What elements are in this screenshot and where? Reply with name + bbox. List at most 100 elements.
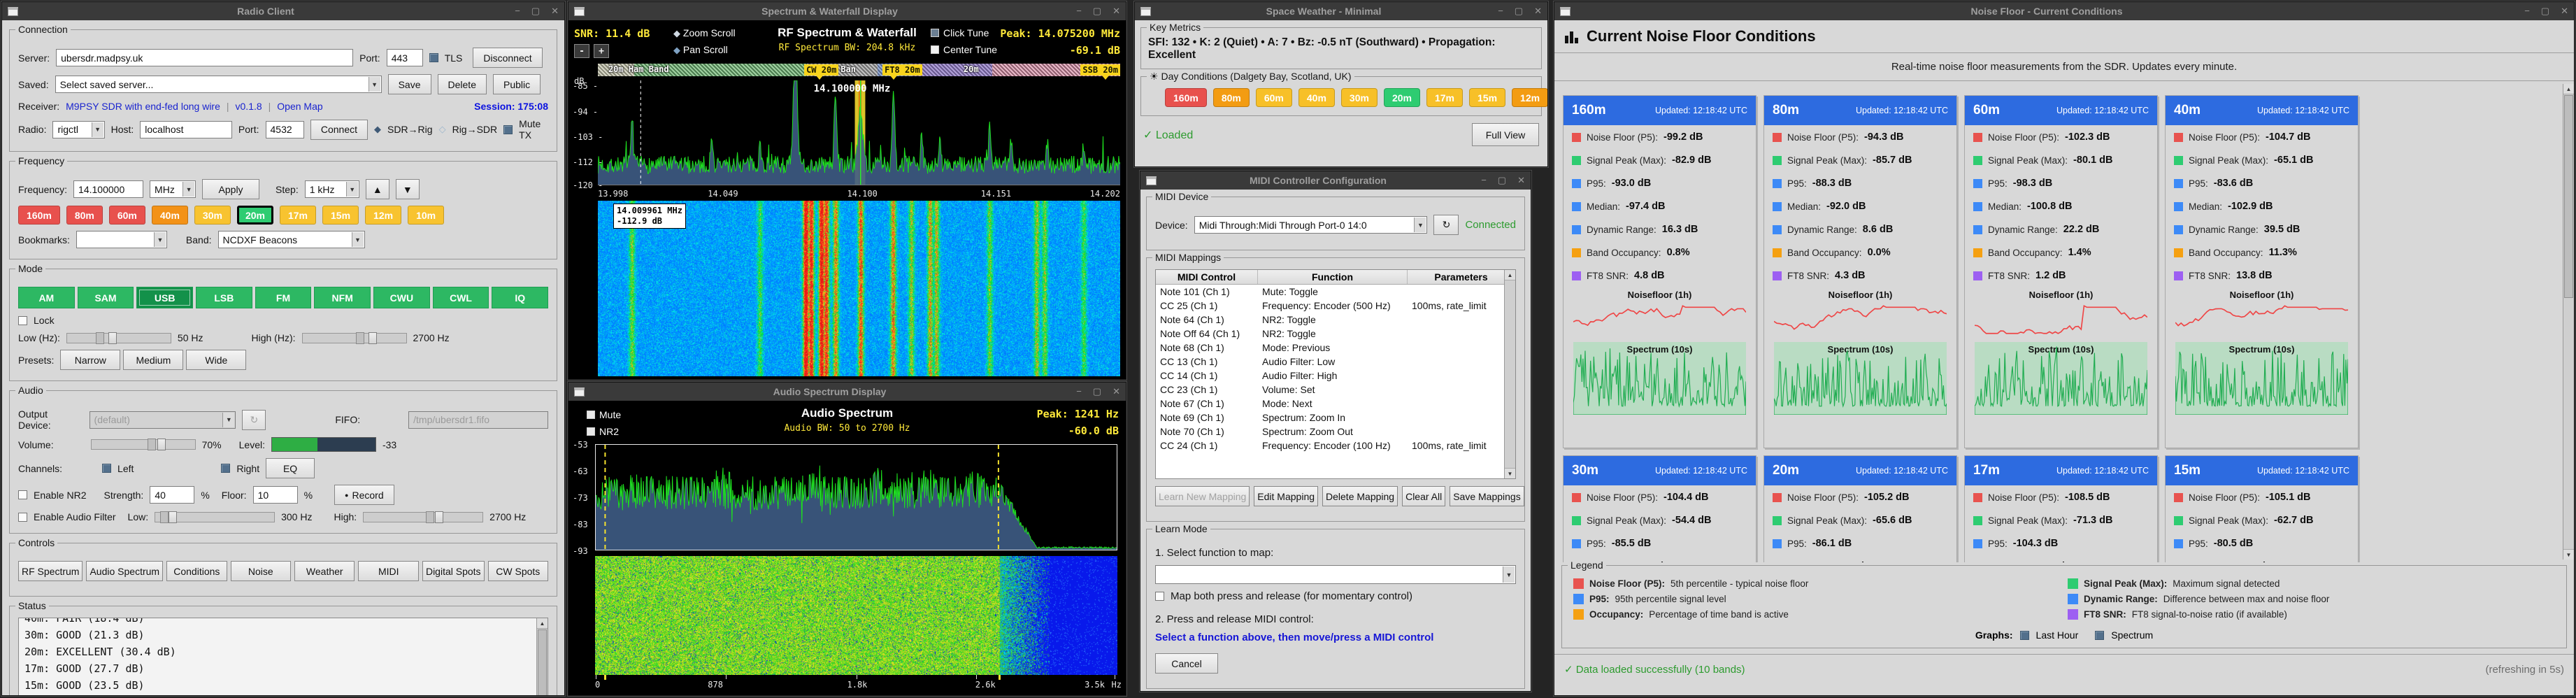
band-card-20m[interactable]: 20m Updated: 12:18:42 UTC Noise Floor (P5)… <box>1763 455 1957 562</box>
midi-mapping-row[interactable]: CC 23 (Ch 1) Volume: Set <box>1156 383 1515 397</box>
band-badge-ft8[interactable]: FT8 20m <box>882 64 922 76</box>
volume-slider[interactable] <box>90 439 196 450</box>
step-down-button[interactable]: ▼ <box>395 179 420 199</box>
step-up-button[interactable]: ▲ <box>365 179 389 199</box>
version-link[interactable]: v0.1.8 <box>235 101 262 112</box>
zoom-scroll-radio[interactable]: ◆ <box>673 28 680 38</box>
maximize-button[interactable]: ▢ <box>2540 6 2550 16</box>
preset-button-medium[interactable]: Medium <box>123 350 184 370</box>
zoom-out-button[interactable]: - <box>574 44 589 58</box>
close-button[interactable]: ✕ <box>1112 6 1120 16</box>
close-button[interactable]: ✕ <box>551 6 559 16</box>
band-card-80m[interactable]: 80m Updated: 12:18:42 UTC Noise Floor (P5)… <box>1763 95 1957 448</box>
mode-button-nfm[interactable]: NFM <box>314 287 371 308</box>
minimize-button[interactable]: − <box>1076 386 1082 397</box>
filter-low-slider[interactable] <box>155 511 276 523</box>
audio-waterfall[interactable] <box>595 556 1117 680</box>
band-chip-80m[interactable]: 80m <box>66 206 103 225</box>
band-chip-160m[interactable]: 160m <box>18 206 60 225</box>
pan-scroll-radio[interactable]: ◆ <box>673 45 680 55</box>
left-channel-checkbox[interactable] <box>102 464 112 473</box>
full-view-button[interactable]: Full View <box>1472 123 1539 146</box>
rig-to-sdr-radio[interactable]: ◇ <box>438 124 446 134</box>
mode-button-usb[interactable]: USB <box>136 287 194 308</box>
open-rf-spectrum-button[interactable]: RF Spectrum <box>18 561 83 581</box>
close-button[interactable]: ✕ <box>2561 6 2568 16</box>
radio-client-titlebar[interactable]: Radio Client − ▢ ✕ <box>2 2 564 20</box>
status-scrollbar[interactable]: ▲▼ <box>536 618 548 695</box>
port-input[interactable]: 443 <box>386 49 423 66</box>
mode-button-am[interactable]: AM <box>18 287 75 308</box>
clear-all-button[interactable]: Clear All <box>1402 486 1446 506</box>
delete-button[interactable]: Delete <box>437 74 487 94</box>
function-select[interactable]: ▼ <box>1155 565 1516 584</box>
mode-button-sam[interactable]: SAM <box>77 287 134 308</box>
maximize-button[interactable]: ▢ <box>1092 386 1102 397</box>
midi-mapping-row[interactable]: Note 70 (Ch 1) Spectrum: Zoom Out <box>1156 425 1515 439</box>
midi-mapping-row[interactable]: CC 24 (Ch 1) Frequency: Encoder (100 Hz) 1… <box>1156 439 1515 453</box>
scroll-up-icon[interactable]: ▲ <box>1505 270 1515 280</box>
bookmarks-select[interactable]: ▼ <box>76 231 167 248</box>
band-select[interactable]: NCDXF Beacons ▼ <box>217 231 365 248</box>
maximize-button[interactable]: ▢ <box>1514 6 1524 16</box>
midi-mapping-row[interactable]: Note 68 (Ch 1) Mode: Previous <box>1156 341 1515 355</box>
midi-device-select[interactable]: Midi Through:Midi Through Port-0 14:0 ▼ <box>1194 216 1428 234</box>
rf-titlebar[interactable]: Spectrum & Waterfall Display − ▢ ✕ <box>568 2 1126 20</box>
open-weather-button[interactable]: Weather <box>294 561 355 581</box>
save-mappings-button[interactable]: Save Mappings <box>1450 486 1524 506</box>
mode-button-cwu[interactable]: CWU <box>373 287 430 308</box>
tls-checkbox[interactable] <box>429 53 438 62</box>
rig-port-input[interactable]: 4532 <box>265 120 304 138</box>
last-hour-checkbox[interactable] <box>2019 630 2029 640</box>
filter-high-slider[interactable] <box>363 511 484 523</box>
host-input[interactable]: localhost <box>140 120 232 138</box>
midi-mapping-row[interactable]: CC 14 (Ch 1) Audio Filter: High <box>1156 369 1515 383</box>
refresh-midi-button[interactable]: ↻ <box>1433 215 1459 235</box>
audio-titlebar[interactable]: Audio Spectrum Display − ▢ ✕ <box>568 383 1126 401</box>
scroll-up-icon[interactable]: ▲ <box>2563 84 2574 94</box>
enable-nr2-checkbox[interactable] <box>18 490 27 499</box>
band-chip-15m[interactable]: 15m <box>322 206 359 225</box>
midi-mapping-row[interactable]: CC 13 (Ch 1) Audio Filter: Low <box>1156 355 1515 369</box>
cards-scrollbar[interactable]: ▲ ▼ <box>2563 84 2574 560</box>
band-card-60m[interactable]: 60m Updated: 12:18:42 UTC Noise Floor (P5)… <box>1964 95 2158 448</box>
mute-checkbox[interactable] <box>587 411 595 419</box>
mode-button-fm[interactable]: FM <box>255 287 312 308</box>
low-hz-slider[interactable] <box>66 332 171 344</box>
high-hz-slider[interactable] <box>301 332 407 344</box>
space-weather-titlebar[interactable]: Space Weather - Minimal − ▢ ✕ <box>1135 2 1547 20</box>
midi-mappings-table[interactable]: MIDI Control Function Parameters Note 101 … <box>1155 269 1516 479</box>
table-scrollbar[interactable]: ▲ ▼ <box>1504 270 1515 478</box>
band-badge-cw[interactable]: CW 20m <box>804 64 839 76</box>
mode-button-cwl[interactable]: CWL <box>432 287 489 308</box>
click-tune-checkbox[interactable] <box>931 29 939 37</box>
band-chip-40m[interactable]: 40m <box>151 206 188 225</box>
scroll-down-icon[interactable]: ▼ <box>2563 549 2574 560</box>
band-chip-30m[interactable]: 30m <box>194 206 231 225</box>
nr2-checkbox[interactable] <box>587 427 595 436</box>
maximize-button[interactable]: ▢ <box>1497 175 1507 185</box>
record-button[interactable]: ● Record <box>334 485 394 505</box>
midi-mapping-row[interactable]: Note 69 (Ch 1) Spectrum: Zoom In <box>1156 411 1515 425</box>
close-button[interactable]: ✕ <box>1534 6 1542 16</box>
rf-spectrum-plot[interactable] <box>598 80 1120 185</box>
status-listbox[interactable]: 40m: FAIR (18.4 dB) 30m: GOOD (21.3 dB) 20… <box>18 618 548 695</box>
rf-waterfall[interactable] <box>598 201 1120 376</box>
minimize-button[interactable]: − <box>515 6 520 16</box>
server-input[interactable]: ubersdr.madpsy.uk <box>56 49 354 66</box>
midi-mapping-row[interactable]: Note Off 64 (Ch 1) NR2: Toggle <box>1156 327 1515 341</box>
apply-button[interactable]: Apply <box>202 179 260 199</box>
minimize-button[interactable]: − <box>1498 6 1503 16</box>
output-device-select[interactable]: (default) ▼ <box>89 411 236 429</box>
learn-new-mapping-button[interactable]: Learn New Mapping <box>1155 486 1250 506</box>
center-tune-checkbox[interactable] <box>931 45 939 54</box>
right-channel-checkbox[interactable] <box>221 464 231 473</box>
midi-mapping-row[interactable]: Note 67 (Ch 1) Mode: Next <box>1156 397 1515 411</box>
open-noise-button[interactable]: Noise <box>230 561 292 581</box>
radio-select[interactable]: rigctl ▼ <box>52 120 105 138</box>
refresh-devices-button[interactable]: ↻ <box>242 409 266 430</box>
band-card-17m[interactable]: 17m Updated: 12:18:42 UTC Noise Floor (P5)… <box>1964 455 2158 562</box>
lock-checkbox[interactable] <box>18 315 27 325</box>
minimize-button[interactable]: − <box>2524 6 2530 16</box>
band-chip-60m[interactable]: 60m <box>108 206 145 225</box>
